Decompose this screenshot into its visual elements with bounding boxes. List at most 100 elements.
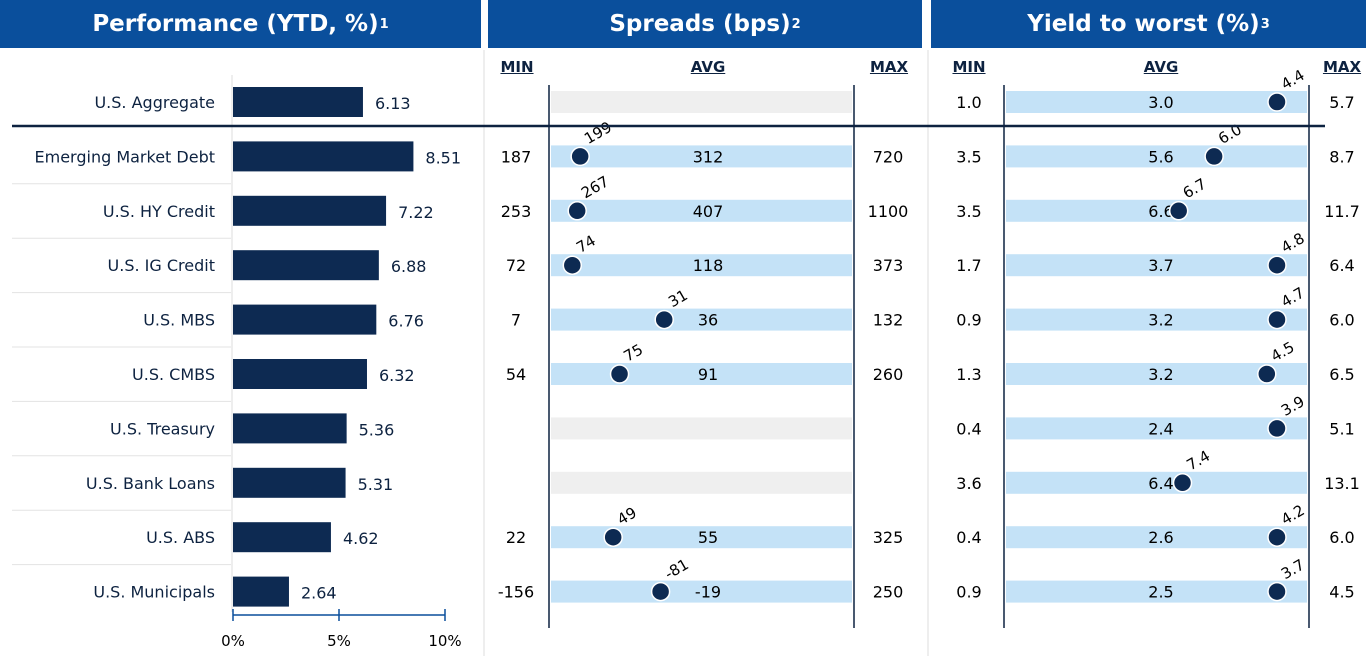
spread-current-label: 31 bbox=[665, 286, 691, 311]
spread-current-dot bbox=[603, 527, 623, 547]
row-label: U.S. MBS bbox=[143, 311, 215, 330]
ytw-header: Yield to worst (%) 3 bbox=[931, 0, 1366, 48]
ytw-current-dot bbox=[1267, 418, 1287, 439]
ytw-min: 0.9 bbox=[956, 311, 981, 330]
spread-range-bar bbox=[551, 199, 852, 222]
spread-min: 54 bbox=[506, 365, 526, 384]
spread-current-label: 75 bbox=[621, 340, 647, 365]
perf-value: 6.88 bbox=[391, 257, 427, 276]
spread-avg: -19 bbox=[695, 583, 721, 602]
ytw-current-label: 6.0 bbox=[1215, 120, 1245, 148]
performance-header: Performance (YTD, %) 1 bbox=[0, 0, 481, 48]
ytw-max: 6.0 bbox=[1329, 311, 1354, 330]
spread-current-label: 199 bbox=[581, 118, 615, 148]
spread-min: 22 bbox=[506, 528, 526, 547]
spread-current-dot bbox=[609, 364, 630, 384]
spread-current-label: -81 bbox=[662, 555, 692, 583]
ytw-avg: 3.2 bbox=[1148, 311, 1173, 330]
row-label: U.S. HY Credit bbox=[103, 202, 215, 221]
ytw-min: 3.5 bbox=[956, 202, 981, 221]
spread-current-dot bbox=[562, 255, 583, 275]
spread-avg: 55 bbox=[698, 528, 718, 547]
perf-bar bbox=[233, 250, 379, 281]
spread-avg: 118 bbox=[693, 256, 724, 275]
spread-max: 260 bbox=[873, 365, 904, 384]
spread-range-empty bbox=[551, 91, 852, 113]
ytw-min: 3.6 bbox=[956, 474, 981, 493]
ytw-range-bar bbox=[1006, 199, 1307, 222]
spread-current-label: 49 bbox=[614, 504, 640, 529]
spread-range-empty bbox=[551, 471, 852, 494]
performance-title: Performance (YTD, %) bbox=[92, 11, 379, 37]
perf-bar bbox=[233, 87, 363, 117]
perf-value: 2.64 bbox=[301, 584, 337, 603]
spread-range-bar bbox=[551, 254, 852, 277]
perf-value: 4.62 bbox=[343, 529, 379, 548]
row-label: Emerging Market Debt bbox=[35, 147, 216, 166]
ytw-range-bar bbox=[1006, 254, 1307, 277]
spread-max: 132 bbox=[873, 311, 904, 330]
ytw-max: 13.1 bbox=[1324, 474, 1360, 493]
ytw-min: 1.0 bbox=[956, 93, 981, 112]
perf-bar bbox=[233, 576, 289, 607]
ytw-current-dot bbox=[1257, 364, 1277, 384]
ytw-min: 0.4 bbox=[956, 419, 981, 438]
perf-bar bbox=[233, 304, 377, 335]
ytw-current-label: 4.5 bbox=[1268, 338, 1298, 366]
ytw-min: 0.9 bbox=[956, 583, 981, 602]
footnote: 1 bbox=[379, 16, 389, 32]
ytw-min: 1.7 bbox=[956, 256, 981, 275]
ytw-max: 6.0 bbox=[1329, 528, 1354, 547]
perf-bar bbox=[233, 359, 367, 389]
ytw-current-dot bbox=[1168, 201, 1189, 221]
ytw-max: 5.1 bbox=[1329, 419, 1354, 438]
spread-max: 250 bbox=[873, 583, 904, 602]
footnote: 3 bbox=[1260, 16, 1270, 32]
perf-bar bbox=[233, 522, 331, 553]
spread-range-bar bbox=[551, 580, 852, 603]
spread-avg: 91 bbox=[698, 365, 718, 384]
spread-avg: 36 bbox=[698, 311, 718, 330]
ytw-avg-header: AVG bbox=[1143, 58, 1179, 76]
spread-current-dot bbox=[650, 581, 671, 602]
ytw-current-label: 3.9 bbox=[1278, 392, 1308, 420]
ytw-current-label: 3.7 bbox=[1278, 556, 1308, 584]
spread-min: 253 bbox=[501, 202, 532, 221]
spread-min: -156 bbox=[498, 583, 534, 602]
spread-max: 1100 bbox=[868, 202, 909, 221]
ytw-current-dot bbox=[1267, 527, 1287, 547]
spread-max: 720 bbox=[873, 147, 904, 166]
ytw-avg: 2.6 bbox=[1148, 528, 1173, 547]
perf-bar bbox=[233, 195, 387, 226]
ytw-avg: 5.6 bbox=[1148, 147, 1173, 166]
ytw-min: 0.4 bbox=[956, 528, 981, 547]
spread-min: 7 bbox=[511, 311, 521, 330]
ytw-current-dot bbox=[1267, 255, 1287, 275]
ytw-current-label: 6.7 bbox=[1180, 175, 1210, 203]
spreads-header: Spreads (bps) 2 bbox=[488, 0, 922, 48]
spreads-title: Spreads (bps) bbox=[609, 11, 791, 37]
ytw-avg: 6.4 bbox=[1148, 474, 1173, 493]
ytw-max: 11.7 bbox=[1324, 202, 1360, 221]
ytw-max: 6.5 bbox=[1329, 365, 1354, 384]
spread-current-dot bbox=[567, 201, 587, 221]
spread-max: 373 bbox=[873, 256, 904, 275]
row-label: U.S. ABS bbox=[146, 528, 215, 547]
ytw-avg: 6.6 bbox=[1148, 202, 1173, 221]
ytw-max: 4.5 bbox=[1329, 583, 1354, 602]
ytw-current-label: 4.7 bbox=[1278, 284, 1308, 312]
ytw-max-header: MAX bbox=[1322, 58, 1362, 76]
ytw-current-label: 4.8 bbox=[1278, 229, 1308, 257]
spread-range-empty bbox=[551, 417, 852, 440]
perf-tick-label: 0% bbox=[221, 632, 245, 650]
spread-current-dot bbox=[570, 146, 590, 167]
spread-avg: 407 bbox=[693, 202, 724, 221]
spread-range-bar bbox=[551, 308, 852, 331]
perf-bar bbox=[233, 467, 346, 498]
ytw-range-bar bbox=[1006, 363, 1307, 385]
perf-bar bbox=[233, 141, 414, 172]
ytw-avg: 2.5 bbox=[1148, 583, 1173, 602]
ytw-current-dot bbox=[1172, 473, 1193, 493]
row-label: U.S. Aggregate bbox=[94, 93, 215, 112]
